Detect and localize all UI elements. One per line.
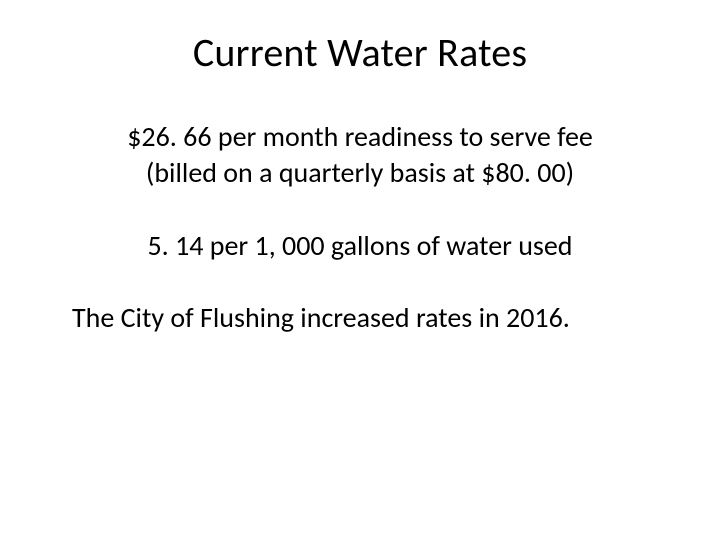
billing-basis-line: (billed on a quarterly basis at $80. 00) [60,155,660,191]
note-block: The City of Flushing increased rates in … [60,300,660,336]
slide-content: $26. 66 per month readiness to serve fee… [60,119,660,337]
rate-increase-note: The City of Flushing increased rates in … [72,300,660,336]
usage-rate-block: 5. 14 per 1, 000 gallons of water used [60,228,660,264]
slide-title: Current Water Rates [60,28,660,77]
usage-rate-line: 5. 14 per 1, 000 gallons of water used [60,228,660,264]
slide-container: Current Water Rates $26. 66 per month re… [0,0,720,540]
fee-block: $26. 66 per month readiness to serve fee… [60,119,660,192]
readiness-fee-line: $26. 66 per month readiness to serve fee [60,119,660,155]
